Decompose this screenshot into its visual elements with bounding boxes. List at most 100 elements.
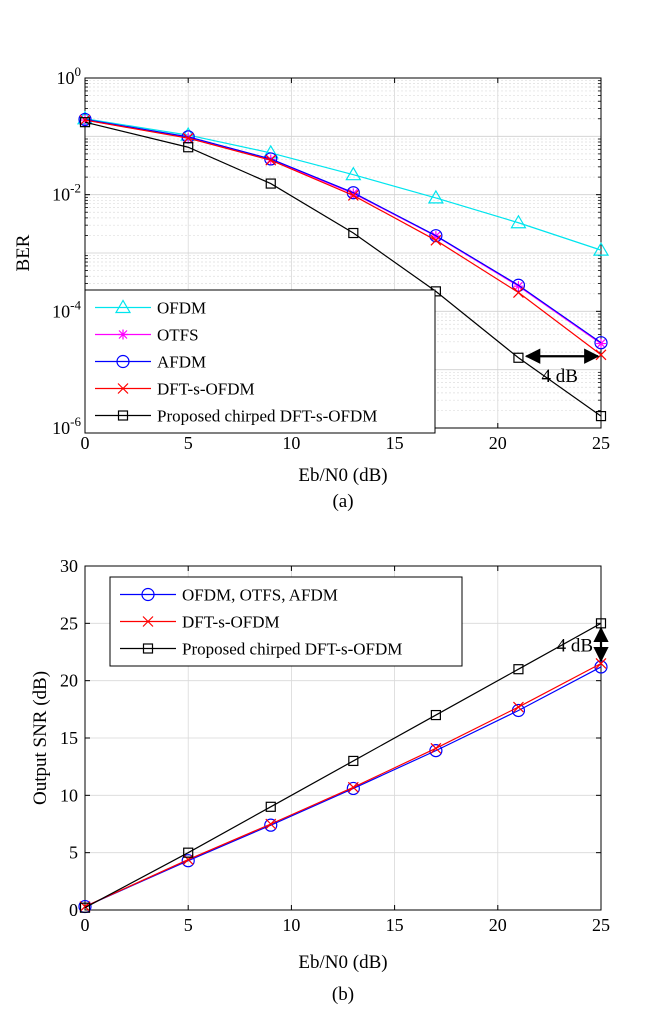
legend-label: OTFS: [157, 326, 199, 345]
y-axis-label: Output SNR (dB): [30, 671, 51, 805]
legend-marker: [117, 383, 129, 394]
x-tick-label: 0: [81, 915, 90, 935]
legend-item: DFT-s-OFDM: [95, 380, 255, 399]
legend-item: OTFS: [95, 326, 199, 345]
legend-label: OFDM, OTFS, AFDM: [182, 586, 338, 605]
data-point: [594, 336, 608, 350]
x-tick-label: 20: [489, 433, 507, 453]
series-dft-s-ofdm: [79, 114, 607, 361]
legend-label: Proposed chirped DFT-s-OFDM: [182, 640, 402, 659]
data-point: [513, 352, 524, 363]
x-tick-label: 15: [386, 915, 404, 935]
annotation-4db: 4 dB: [524, 348, 600, 387]
x-tick-label: 20: [489, 915, 507, 935]
data-point: [346, 781, 360, 796]
y-tick-label: 15: [60, 728, 78, 748]
x-tick-label: 5: [184, 433, 193, 453]
data-point: [348, 227, 359, 239]
data-point: [348, 188, 359, 199]
series-line: [84, 622, 602, 909]
data-point: [265, 818, 277, 830]
legend-item: OFDM, OTFS, AFDM: [120, 586, 338, 605]
x-tick-label: 0: [81, 433, 90, 453]
y-tick-label: 10-4: [52, 297, 81, 321]
x-tick-label: 10: [282, 433, 300, 453]
legend-marker: [142, 643, 154, 654]
data-point: [430, 234, 442, 246]
y-tick-label: 10-6: [52, 414, 81, 438]
data-point: [79, 902, 91, 913]
legend-marker: [117, 410, 129, 421]
series-line: [84, 121, 602, 417]
data-point: [265, 178, 276, 189]
data-point: [513, 664, 524, 675]
data-point: [183, 847, 194, 858]
annotation-label: 4 dB: [542, 366, 578, 387]
axis-ticks: 0 5 10 15 20 25 0 5 10 15 20 25 30: [60, 556, 610, 935]
annotation-4db: 4 dB: [557, 626, 609, 663]
legend-marker: [118, 329, 128, 340]
y-tick-label: 20: [60, 671, 78, 691]
data-point: [513, 287, 524, 298]
data-point: [79, 117, 91, 128]
data-point: [183, 142, 194, 153]
series-line: [84, 118, 602, 344]
data-point: [430, 709, 441, 721]
data-point: [596, 338, 606, 349]
y-tick-label: 30: [60, 556, 78, 576]
legend-item: DFT-s-OFDM: [120, 613, 280, 632]
legend-marker: [114, 299, 132, 314]
y-tick-label: 25: [60, 613, 78, 633]
y-tick-label: 10-2: [52, 181, 81, 205]
panel-label: (a): [332, 491, 353, 512]
data-point: [510, 214, 527, 229]
data-point: [427, 189, 444, 204]
data-point: [348, 755, 359, 767]
legend-item: Proposed chirped DFT-s-OFDM: [120, 640, 402, 659]
y-tick-label: 5: [69, 843, 78, 863]
data-point: [592, 241, 610, 256]
data-point: [181, 854, 195, 868]
data-point: [345, 166, 362, 181]
x-axis-label: Eb/N0 (dB): [298, 465, 387, 486]
legend-label: DFT-s-OFDM: [157, 380, 255, 399]
data-point: [595, 410, 607, 422]
y-tick-label: 100: [57, 64, 82, 88]
series-group: [76, 110, 610, 422]
data-point: [513, 701, 524, 713]
x-tick-label: 25: [592, 915, 610, 935]
data-point: [78, 112, 92, 127]
legend-label: OFDM: [157, 299, 206, 318]
legend-item: Proposed chirped DFT-s-OFDM: [95, 407, 377, 426]
series-group: [78, 618, 608, 914]
series-afdm: [78, 112, 608, 350]
legend-marker: [141, 587, 155, 602]
data-point: [182, 854, 194, 865]
x-tick-label: 15: [386, 433, 404, 453]
legend-item: AFDM: [95, 353, 206, 372]
data-point: [513, 281, 524, 292]
ber-chart-panel: 0 5 10 15 20 25 100 10-2 10-4 10-6 OFDM OTFS AFDM DF…: [13, 64, 610, 512]
x-tick-label: 25: [592, 433, 610, 453]
axis-ticks: 0 5 10 15 20 25 100 10-2 10-4 10-6: [52, 64, 610, 453]
x-axis-label: Eb/N0 (dB): [298, 952, 387, 973]
snr-chart-panel: 0 5 10 15 20 25 0 5 10 15 20 25 30 OFDM, OTFS, AFDM D…: [30, 556, 610, 1005]
series-proposed-chirped-dft-s-ofdm: [79, 618, 607, 913]
data-point: [265, 801, 276, 812]
data-point: [429, 229, 443, 243]
y-tick-label: 10: [60, 785, 78, 805]
data-point: [430, 742, 442, 754]
legend-item: OFDM: [95, 299, 206, 318]
legend-marker: [116, 354, 130, 369]
legend-label: AFDM: [157, 353, 206, 372]
annotation-label: 4 dB: [557, 636, 593, 657]
x-tick-label: 5: [184, 915, 193, 935]
panel-label: (b): [332, 984, 354, 1005]
data-point: [347, 781, 359, 793]
data-point: [264, 818, 278, 832]
y-tick-label: 0: [69, 900, 78, 920]
data-point: [182, 132, 194, 144]
y-axis-label: BER: [13, 234, 34, 271]
data-point: [347, 190, 359, 201]
